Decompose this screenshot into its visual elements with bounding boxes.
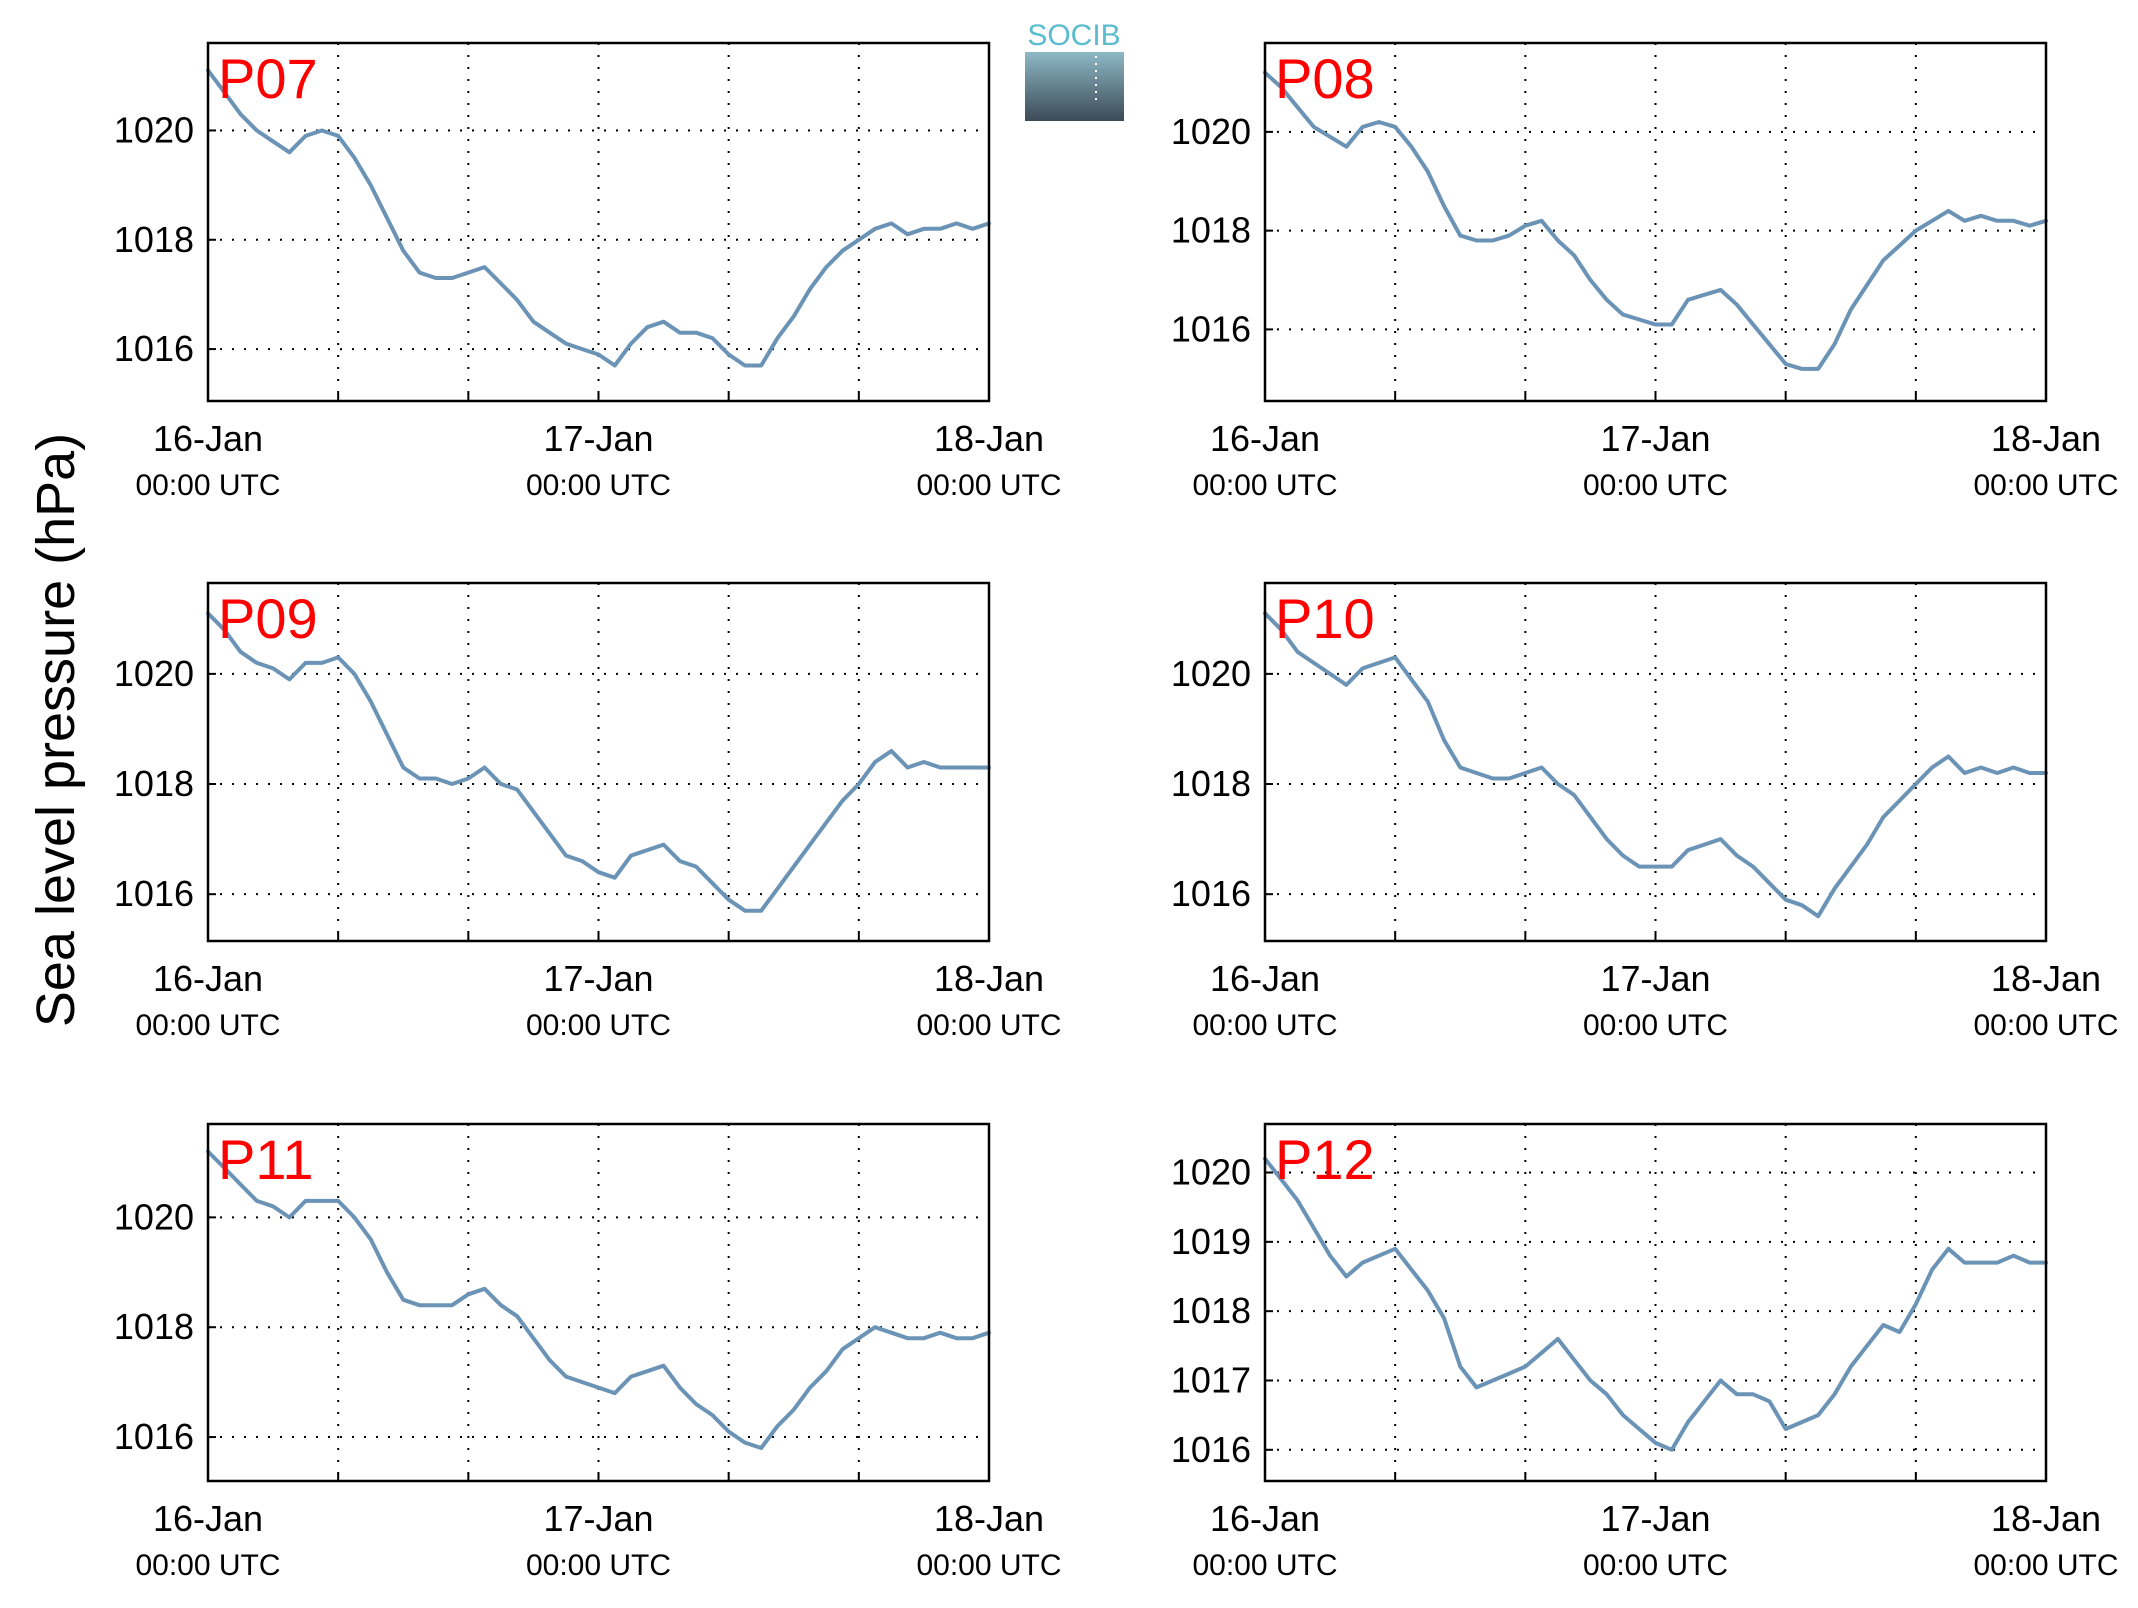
- x-tick-label-date: 17-Jan: [1600, 958, 1710, 999]
- x-tick-label-time: 00:00 UTC: [1583, 469, 1728, 502]
- panel-label: P11: [218, 1128, 313, 1191]
- x-tick-label-time: 00:00 UTC: [1583, 1549, 1728, 1582]
- y-tick-label: 1020: [1171, 653, 1251, 694]
- y-tick-label: 1017: [1171, 1359, 1251, 1400]
- x-tick-label-time: 00:00 UTC: [1973, 1549, 2118, 1582]
- x-tick-label-time: 00:00 UTC: [1583, 1009, 1728, 1042]
- y-axis-label: Sea level pressure (hPa): [26, 433, 86, 1027]
- x-tick-label-date: 18-Jan: [1991, 958, 2101, 999]
- x-tick-label-time: 00:00 UTC: [916, 469, 1061, 502]
- y-tick-label: 1020: [114, 653, 194, 694]
- y-tick-label: 1016: [114, 1416, 194, 1457]
- panel-label: P08: [1275, 47, 1375, 110]
- x-tick-label-date: 16-Jan: [153, 418, 263, 459]
- x-tick-label-time: 00:00 UTC: [1192, 1549, 1337, 1582]
- series-line: [206, 1149, 991, 1450]
- series-line: [1263, 70, 2048, 371]
- x-tick-label-time: 00:00 UTC: [916, 1549, 1061, 1582]
- x-tick-label-time: 00:00 UTC: [526, 1549, 671, 1582]
- x-tick-label-date: 16-Jan: [153, 1498, 263, 1539]
- axes-frame: [1263, 1122, 2048, 1483]
- x-tick-label-date: 17-Jan: [543, 958, 653, 999]
- axes-frame: [206, 1122, 991, 1483]
- socib-logo: SOCIB: [1025, 19, 1124, 121]
- y-tick-label: 1020: [1171, 1152, 1251, 1193]
- panel-label: P10: [1275, 587, 1375, 650]
- y-tick-label: 1020: [114, 109, 194, 150]
- panel-p07: 1016 1018 1020 16-Jan 00:00 UTC 17-Jan 00:00 U…: [114, 41, 1062, 502]
- x-tick-label-date: 16-Jan: [153, 958, 263, 999]
- y-tick-label: 1020: [114, 1196, 194, 1237]
- panel-label: P07: [218, 47, 318, 110]
- y-tick-label: 1019: [1171, 1221, 1251, 1262]
- x-tick-label-time: 00:00 UTC: [1973, 469, 2118, 502]
- x-tick-label-date: 16-Jan: [1210, 1498, 1320, 1539]
- series-line: [1263, 1156, 2048, 1452]
- y-tick-label: 1016: [1171, 873, 1251, 914]
- x-tick-label-date: 17-Jan: [543, 1498, 653, 1539]
- x-tick-label-time: 00:00 UTC: [526, 1009, 671, 1042]
- logo-block: [1025, 52, 1124, 121]
- x-tick-label-date: 17-Jan: [1600, 418, 1710, 459]
- series-line: [206, 611, 991, 913]
- panel-label: P12: [1275, 1128, 1375, 1191]
- x-tick-label-time: 00:00 UTC: [1973, 1009, 2118, 1042]
- y-tick-label: 1018: [1171, 1290, 1251, 1331]
- x-tick-label-time: 00:00 UTC: [1192, 1009, 1337, 1042]
- axes-frame: [1263, 581, 2048, 943]
- x-tick-label-time: 00:00 UTC: [135, 1549, 280, 1582]
- panels: 1016 1018 1020 16-Jan 00:00 UTC 17-Jan 00:00 U…: [114, 41, 2119, 1582]
- axes-frame: [1263, 41, 2048, 403]
- logo-text: SOCIB: [1027, 19, 1120, 52]
- panel-p11: 1016 1018 1020 16-Jan 00:00 UTC 17-Jan 00:00 U…: [114, 1122, 1062, 1582]
- x-tick-label-date: 18-Jan: [934, 418, 1044, 459]
- x-tick-label-time: 00:00 UTC: [916, 1009, 1061, 1042]
- x-tick-label-date: 18-Jan: [1991, 1498, 2101, 1539]
- x-tick-label-date: 16-Jan: [1210, 958, 1320, 999]
- x-tick-label-date: 17-Jan: [1600, 1498, 1710, 1539]
- x-tick-label-date: 17-Jan: [543, 418, 653, 459]
- panel-label: P09: [218, 587, 318, 650]
- x-tick-label-date: 18-Jan: [1991, 418, 2101, 459]
- series-line: [206, 68, 991, 368]
- panel-p08: 1016 1018 1020 16-Jan 00:00 UTC 17-Jan 00:00 U…: [1171, 41, 2119, 502]
- panel-p09: 1016 1018 1020 16-Jan 00:00 UTC 17-Jan 00:00 U…: [114, 581, 1062, 1042]
- y-tick-label: 1018: [114, 1306, 194, 1347]
- panel-p12: 1016 1017 1018 1019 1020 16-Jan 00:00 UTC 17-Ja…: [1171, 1122, 2119, 1582]
- axes-frame: [206, 581, 991, 943]
- x-tick-label-time: 00:00 UTC: [135, 469, 280, 502]
- x-tick-label-time: 00:00 UTC: [1192, 469, 1337, 502]
- y-tick-label: 1018: [1171, 210, 1251, 251]
- series-line: [1263, 611, 2048, 919]
- y-tick-label: 1016: [1171, 1429, 1251, 1470]
- x-tick-label-time: 00:00 UTC: [526, 469, 671, 502]
- x-tick-label-time: 00:00 UTC: [135, 1009, 280, 1042]
- y-tick-label: 1020: [1171, 111, 1251, 152]
- x-tick-label-date: 18-Jan: [934, 1498, 1044, 1539]
- y-tick-label: 1016: [114, 328, 194, 369]
- y-tick-label: 1018: [114, 763, 194, 804]
- x-tick-label-date: 18-Jan: [934, 958, 1044, 999]
- y-tick-label: 1016: [1171, 308, 1251, 349]
- x-tick-label-date: 16-Jan: [1210, 418, 1320, 459]
- axes-frame: [206, 41, 991, 403]
- y-tick-label: 1016: [114, 873, 194, 914]
- y-tick-label: 1018: [1171, 763, 1251, 804]
- panel-p10: 1016 1018 1020 16-Jan 00:00 UTC 17-Jan 00:00 U…: [1171, 581, 2119, 1042]
- y-tick-label: 1018: [114, 219, 194, 260]
